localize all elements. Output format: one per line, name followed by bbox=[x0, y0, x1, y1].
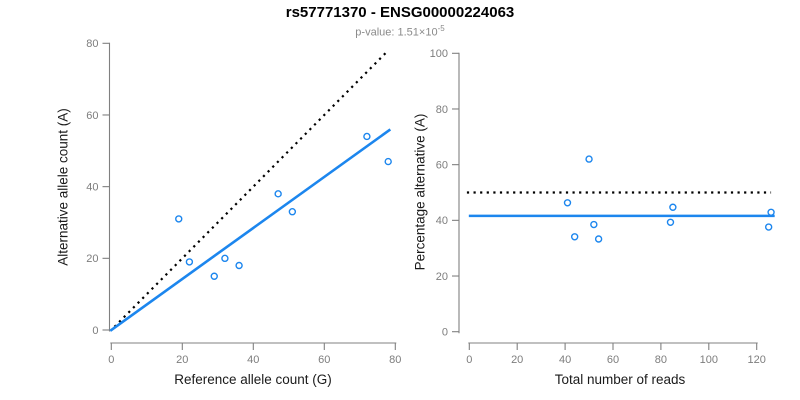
identity-line bbox=[113, 52, 387, 328]
y-tick-label: 20 bbox=[86, 253, 98, 265]
data-point bbox=[175, 215, 183, 223]
data-point bbox=[764, 223, 773, 231]
y-tick-label: 80 bbox=[436, 104, 448, 116]
data-point bbox=[563, 199, 572, 207]
x-axis-title-right: Total number of reads bbox=[554, 372, 686, 387]
data-point bbox=[590, 220, 598, 229]
y-tick-label: 40 bbox=[436, 215, 448, 227]
data-point bbox=[570, 233, 579, 241]
x-tick-label: 120 bbox=[748, 354, 766, 366]
y-tick-label: 60 bbox=[436, 159, 448, 171]
x-tick-label: 80 bbox=[655, 354, 667, 366]
data-point bbox=[384, 157, 392, 166]
x-tick-label: 0 bbox=[108, 354, 114, 366]
y-tick-label: 20 bbox=[436, 271, 448, 283]
data-point bbox=[235, 261, 243, 270]
pvalue-subtitle: p-value: 1.51×10-5 bbox=[0, 24, 800, 39]
x-tick-label: 80 bbox=[389, 354, 401, 366]
page-title: rs57771370 - ENSG00000224063 bbox=[285, 4, 515, 21]
pvalue-exponent: -5 bbox=[437, 24, 445, 33]
y-axis-title-right: Percentage alternative (A) bbox=[412, 113, 428, 271]
data-point bbox=[767, 208, 775, 216]
y-tick-label: 40 bbox=[86, 181, 98, 193]
data-point bbox=[185, 258, 194, 266]
x-tick-label: 40 bbox=[559, 354, 571, 366]
y-tick-label: 60 bbox=[86, 110, 98, 122]
y-tick-label: 80 bbox=[86, 38, 98, 50]
x-tick-label: 0 bbox=[466, 354, 472, 366]
y-tick-label: 0 bbox=[92, 325, 98, 337]
x-axis-title-left: Reference allele count (G) bbox=[174, 372, 332, 387]
x-tick-label: 60 bbox=[607, 354, 619, 366]
data-point bbox=[585, 155, 593, 163]
data-point bbox=[594, 235, 603, 243]
data-point bbox=[288, 208, 297, 216]
y-tick-label: 0 bbox=[442, 327, 448, 339]
regression-line bbox=[109, 128, 392, 332]
x-tick-label: 60 bbox=[318, 354, 330, 366]
data-point bbox=[666, 218, 675, 226]
y-tick-label: 100 bbox=[430, 48, 448, 60]
data-point bbox=[274, 190, 282, 198]
data-point bbox=[221, 254, 229, 263]
x-tick-label: 20 bbox=[176, 354, 188, 366]
x-tick-label: 20 bbox=[511, 354, 523, 366]
data-point bbox=[363, 132, 371, 141]
data-point bbox=[210, 272, 218, 280]
pvalue-text: p-value: 1.51×10 bbox=[355, 26, 438, 39]
y-axis-title-left: Alternative allele count (A) bbox=[55, 108, 71, 266]
x-tick-label: 100 bbox=[700, 354, 718, 366]
data-point bbox=[669, 203, 677, 211]
x-tick-label: 40 bbox=[247, 354, 259, 366]
